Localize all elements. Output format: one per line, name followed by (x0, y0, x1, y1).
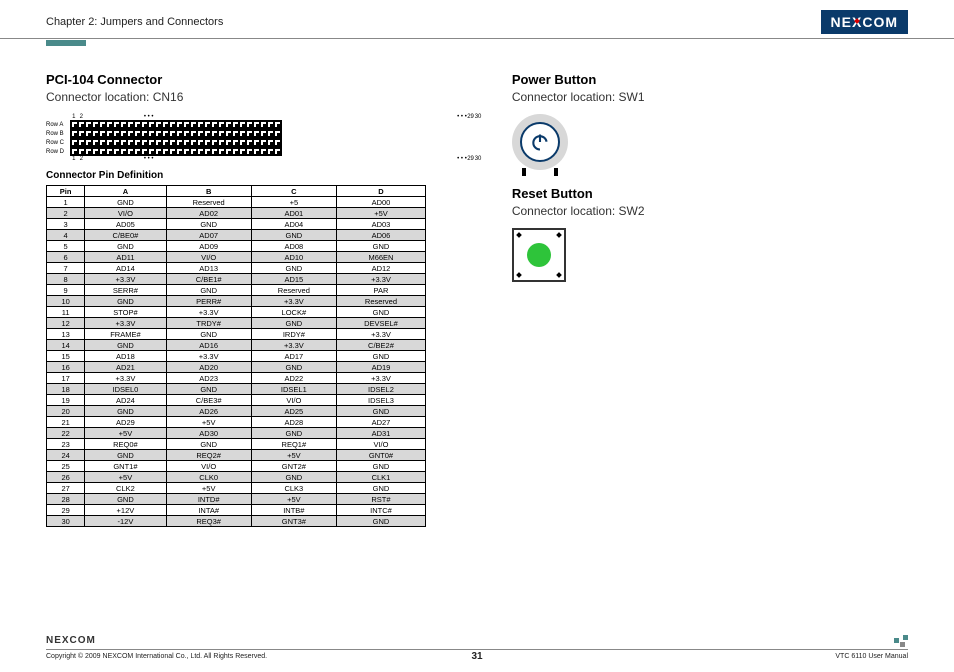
table-header: Pin (47, 186, 85, 197)
power-button-location: Connector location: SW1 (512, 90, 908, 104)
table-row: 23REQ0#GNDREQ1#VI/O (47, 439, 426, 450)
table-row: 27CLK2+5VCLK3GND (47, 483, 426, 494)
pin-row: Row C (46, 138, 482, 147)
pin-labels-bottom: 1 2 • • • • • • 29 30 (70, 156, 482, 162)
table-row: 26+5VCLK0GNDCLK1 (47, 472, 426, 483)
table-row: 16AD21AD20GNDAD19 (47, 362, 426, 373)
page-number: 31 (471, 651, 482, 662)
right-column: Power Button Connector location: SW1 Res… (512, 72, 908, 527)
table-header: B (166, 186, 251, 197)
power-button-diagram (512, 114, 568, 170)
table-row: 2VI/OAD02AD01+5V (47, 208, 426, 219)
table-row: 9SERR#GNDReservedPAR (47, 285, 426, 296)
table-row: 20GNDAD26AD25GND (47, 406, 426, 417)
power-button-title: Power Button (512, 72, 908, 87)
table-row: 7AD14AD13GNDAD12 (47, 263, 426, 274)
pin-definition-heading: Connector Pin Definition (46, 170, 482, 181)
table-row: 17+3.3VAD23AD22+3.3V (47, 373, 426, 384)
manual-name: VTC 6110 User Manual (835, 653, 908, 660)
table-row: 19AD24C/BE3#VI/OIDSEL3 (47, 395, 426, 406)
pin-row: Row A (46, 120, 482, 129)
chapter-title: Chapter 2: Jumpers and Connectors (46, 16, 223, 28)
power-icon (530, 132, 550, 152)
nexcom-logo: NEXCOM (821, 10, 908, 34)
pin-row: Row B (46, 129, 482, 138)
table-row: 18IDSEL0GNDIDSEL1IDSEL2 (47, 384, 426, 395)
table-row: 28GNDINTD#+5VRST# (47, 494, 426, 505)
copyright-text: Copyright © 2009 NEXCOM International Co… (46, 653, 267, 660)
reset-button-title: Reset Button (512, 186, 908, 201)
table-header: A (85, 186, 166, 197)
page-footer: NEXCOM Copyright © 2009 NEXCOM Internati… (46, 649, 908, 660)
table-row: 22+5VAD30GNDAD31 (47, 428, 426, 439)
table-row: 11STOP#+3.3VLOCK#GND (47, 307, 426, 318)
table-header: D (336, 186, 425, 197)
pin-row: Row D (46, 147, 482, 156)
pci104-location: Connector location: CN16 (46, 90, 482, 104)
table-row: 29+12VINTA#INTB#INTC# (47, 505, 426, 516)
left-column: PCI-104 Connector Connector location: CN… (46, 72, 482, 527)
table-row: 8+3.3VC/BE1#AD15+3.3V (47, 274, 426, 285)
reset-button-location: Connector location: SW2 (512, 204, 908, 218)
table-row: 10GNDPERR#+3.3VReserved (47, 296, 426, 307)
reset-dot (527, 243, 551, 267)
table-row: 14GNDAD16+3.3VC/BE2# (47, 340, 426, 351)
table-row: 21AD29+5VAD28AD27 (47, 417, 426, 428)
footer-decoration (894, 638, 908, 648)
pin-definition-table: PinABCD 1GNDReserved+5AD002VI/OAD02AD01+… (46, 185, 426, 527)
table-row: 3AD05GNDAD04AD03 (47, 219, 426, 230)
table-row: 24GNDREQ2#+5VGNT0# (47, 450, 426, 461)
pci104-title: PCI-104 Connector (46, 72, 482, 87)
table-row: 30-12VREQ3#GNT3#GND (47, 516, 426, 527)
table-row: 12+3.3VTRDY#GNDDEVSEL# (47, 318, 426, 329)
footer-logo: NEXCOM (46, 635, 96, 646)
table-row: 13FRAME#GNDIRDY#+3.3V (47, 329, 426, 340)
table-row: 15AD18+3.3VAD17GND (47, 351, 426, 362)
table-row: 6AD11VI/OAD10M66EN (47, 252, 426, 263)
table-row: 25GNT1#VI/OGNT2#GND (47, 461, 426, 472)
connector-diagram: 1 2 • • • • • • 29 30 Row ARow BRow CRow… (46, 114, 482, 162)
table-header: C (251, 186, 336, 197)
reset-button-diagram (512, 228, 566, 282)
table-row: 5GNDAD09AD08GND (47, 241, 426, 252)
page-header: Chapter 2: Jumpers and Connectors NEXCOM (0, 0, 954, 39)
table-row: 4C/BE0#AD07GNDAD06 (47, 230, 426, 241)
table-row: 1GNDReserved+5AD00 (47, 197, 426, 208)
content-area: PCI-104 Connector Connector location: CN… (0, 46, 954, 527)
